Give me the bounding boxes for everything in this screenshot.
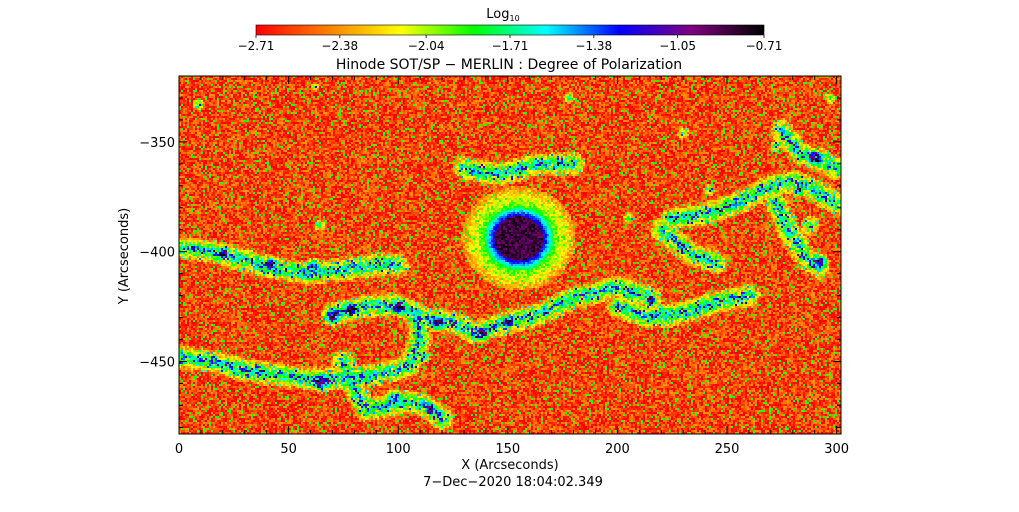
y-tick-label: −450 [139, 356, 175, 371]
x-axis-label: X (Arcseconds) [461, 458, 558, 473]
colorbar-label: Log10 [486, 7, 519, 23]
plot-frame [178, 75, 842, 435]
heatmap-image [179, 76, 841, 434]
x-tick-label: 150 [495, 442, 520, 457]
colorbar-tick-label: −2.38 [321, 39, 358, 53]
colorbar-ticks: −2.71 −2.38 −2.04 −1.71 −1.38 −1.05 −0.71 [238, 35, 783, 53]
x-tick-label: 50 [280, 442, 297, 457]
chart-title: Hinode SOT/SP − MERLIN : Degree of Polar… [336, 57, 682, 73]
y-tick-label: −400 [139, 246, 175, 261]
y-tick-label: −350 [139, 136, 175, 151]
colorbar-tick-label: −1.71 [492, 39, 529, 53]
x-tick-label: 300 [824, 442, 849, 457]
colorbar-tick-label: −1.05 [659, 39, 696, 53]
colorbar-gradient [255, 24, 765, 36]
colorbar-tick-label: −0.71 [746, 39, 783, 53]
colorbar-tick-label: −2.71 [238, 39, 275, 53]
colorbar-tick-label: −2.04 [408, 39, 445, 53]
x-tick-label: 250 [715, 442, 740, 457]
y-axis-label: Y (Arcseconds) [117, 208, 132, 305]
timestamp: 7−Dec−2020 18:04:02.349 [423, 475, 603, 490]
x-tick-label: 100 [386, 442, 411, 457]
colorbar-tick-label: −1.38 [575, 39, 612, 53]
colorbar: Log10 −2.71 −2.38 −2.04 −1.71 −1.38 −1.05 −0.7… [238, 7, 783, 53]
colorbar-label-subscript: 10 [510, 14, 520, 23]
x-tick-label: 200 [605, 442, 630, 457]
x-tick-label: 0 [175, 442, 183, 457]
axes: 0 50 100 150 200 250 300 −350 −400 −450 [139, 76, 849, 457]
